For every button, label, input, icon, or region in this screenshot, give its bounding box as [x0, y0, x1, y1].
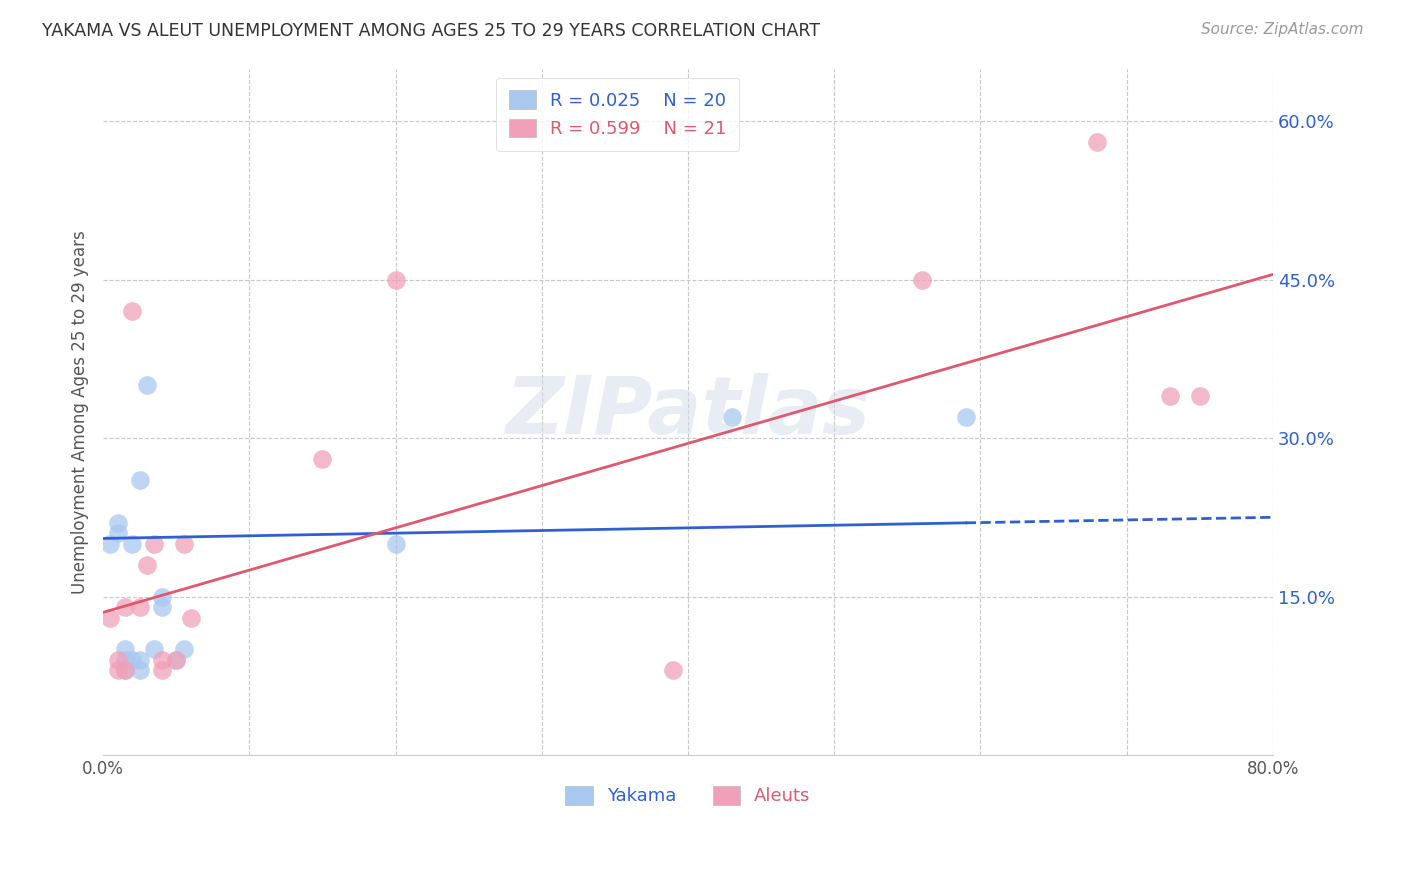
Point — [384, 537, 406, 551]
Point — [150, 653, 173, 667]
Text: Source: ZipAtlas.com: Source: ZipAtlas.com — [1201, 22, 1364, 37]
Point — [128, 664, 150, 678]
Point — [114, 664, 136, 678]
Point — [136, 378, 159, 392]
Point — [121, 537, 143, 551]
Point — [121, 304, 143, 318]
Point — [1159, 389, 1181, 403]
Point — [311, 452, 333, 467]
Point — [128, 653, 150, 667]
Point — [100, 537, 122, 551]
Point — [107, 664, 129, 678]
Point — [165, 653, 187, 667]
Point — [662, 664, 685, 678]
Point — [180, 610, 202, 624]
Point — [143, 537, 166, 551]
Point — [1188, 389, 1211, 403]
Point — [1085, 136, 1108, 150]
Point — [128, 474, 150, 488]
Point — [384, 273, 406, 287]
Point — [114, 653, 136, 667]
Point — [911, 273, 934, 287]
Legend: Yakama, Aleuts: Yakama, Aleuts — [557, 777, 820, 814]
Point — [128, 600, 150, 615]
Point — [955, 409, 977, 424]
Point — [107, 653, 129, 667]
Text: YAKAMA VS ALEUT UNEMPLOYMENT AMONG AGES 25 TO 29 YEARS CORRELATION CHART: YAKAMA VS ALEUT UNEMPLOYMENT AMONG AGES … — [42, 22, 820, 40]
Point — [107, 516, 129, 530]
Point — [114, 600, 136, 615]
Point — [107, 526, 129, 541]
Point — [136, 558, 159, 572]
Point — [114, 642, 136, 657]
Point — [165, 653, 187, 667]
Point — [150, 590, 173, 604]
Point — [720, 409, 742, 424]
Point — [100, 610, 122, 624]
Point — [143, 642, 166, 657]
Point — [114, 664, 136, 678]
Text: ZIPatlas: ZIPatlas — [505, 373, 870, 450]
Point — [173, 537, 195, 551]
Y-axis label: Unemployment Among Ages 25 to 29 years: Unemployment Among Ages 25 to 29 years — [72, 230, 89, 593]
Point — [150, 664, 173, 678]
Point — [150, 600, 173, 615]
Point — [173, 642, 195, 657]
Point — [121, 653, 143, 667]
